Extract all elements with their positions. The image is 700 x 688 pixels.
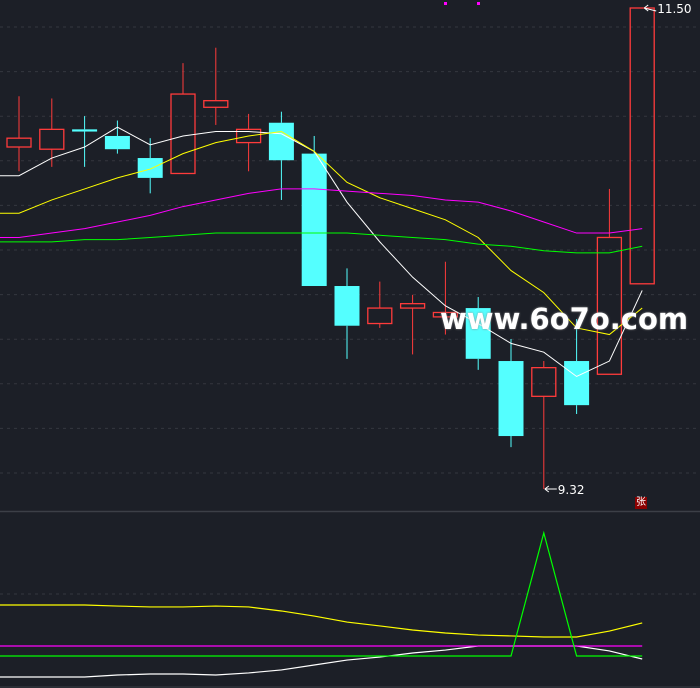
candle-body-up: [531, 366, 557, 397]
candle-body-down: [564, 361, 590, 406]
candle-body-down: [498, 361, 524, 437]
marker-dot: [444, 2, 447, 5]
moving-average-line-3: [0, 188, 643, 238]
indicator-line-4: [0, 530, 643, 657]
candle-body-up: [170, 93, 196, 175]
candle-body-up: [367, 307, 393, 325]
indicator-line-2: [0, 645, 643, 678]
candle-body-down: [334, 286, 360, 326]
moving-average-line-4: [0, 232, 643, 254]
arrow-icon: [544, 485, 557, 493]
indicator-line-1: [0, 604, 643, 638]
candle-body-up: [235, 128, 262, 144]
marker-dot: [477, 2, 480, 5]
candle-body-up: [399, 303, 426, 309]
moving-average-line-2: [0, 131, 643, 336]
candle-body-down: [137, 158, 163, 178]
candle-body-up: [6, 137, 32, 148]
min-price-label: 9.32: [558, 483, 585, 497]
watermark: www.6o7o.com: [440, 302, 689, 336]
candle-body-up: [203, 100, 229, 108]
candle-body-up: [39, 128, 65, 150]
candle-body-down: [72, 129, 98, 132]
candle-body-up: [629, 7, 655, 285]
max-price-label: 11.50: [657, 2, 691, 16]
candle-body-up: [596, 236, 623, 375]
candle-body-down: [301, 153, 327, 287]
candle-body-down: [268, 122, 294, 161]
candle-body-up: [432, 311, 459, 318]
seal-icon: 张: [635, 497, 647, 509]
arrow-icon: [643, 4, 657, 12]
candle-body-down: [465, 308, 491, 359]
candle-body-down: [104, 135, 130, 150]
